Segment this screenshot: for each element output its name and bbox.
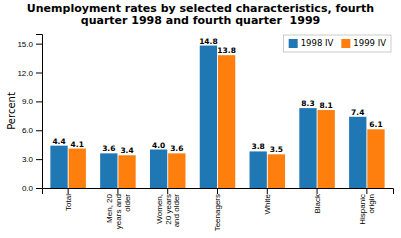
title-line: quarter 1998 and fourth quarter 1999 <box>81 14 320 27</box>
data-label: 3.8 <box>252 142 265 151</box>
legend-swatch <box>341 39 350 48</box>
bar <box>100 153 117 188</box>
x-tick-mark <box>267 188 268 194</box>
bar <box>50 146 67 188</box>
y-tick-mark <box>36 159 42 160</box>
x-tick-mark <box>366 188 367 194</box>
chart: Unemployment rates by selected character… <box>0 0 401 238</box>
x-tick-label: White <box>263 193 272 214</box>
x-axis: Total Men, 20years andolder Women,20 years… <box>43 188 394 231</box>
x-tick-label-line: and older <box>172 194 181 228</box>
x-tick-label-line: origin <box>367 194 376 214</box>
y-tick-mark <box>36 188 42 189</box>
title-line: Unemployment rates by selected character… <box>27 2 374 15</box>
bar <box>318 110 335 188</box>
title: Unemployment rates by selected character… <box>27 2 374 27</box>
bar <box>268 154 285 188</box>
x-tick: Hispanicorigin <box>358 188 376 225</box>
x-tick-label: Teenagers <box>213 194 222 231</box>
legend-label: 1999 IV <box>353 38 386 48</box>
data-label: 6.1 <box>369 120 382 129</box>
x-tick-label-line: White <box>263 193 272 214</box>
x-tick: Teenagers <box>213 188 222 231</box>
bar <box>69 149 86 188</box>
y-tick-label: 3.0 <box>22 155 34 164</box>
data-label: 4.4 <box>52 137 65 146</box>
data-labels: 4.4 3.6 4.0 14.8 3.8 8.3 7.4 4.1 3.4 3.6 13.8 3.5 8.… <box>52 37 382 156</box>
y-tick-mark <box>36 73 42 74</box>
data-label: 14.8 <box>199 37 218 46</box>
bar <box>349 117 366 188</box>
legend-swatch <box>289 39 298 48</box>
x-tick: Total <box>64 188 73 211</box>
data-label: 3.6 <box>102 144 115 153</box>
y-tick: 6.0 <box>22 126 42 135</box>
y-axis-line <box>36 35 43 189</box>
x-tick-label-line: Men, 20 <box>105 193 114 222</box>
x-tick-label-line: older <box>123 194 132 212</box>
x-tick: White <box>263 188 272 214</box>
x-tick-label-line: Black <box>313 193 322 214</box>
data-label: 8.1 <box>320 101 333 110</box>
x-tick-mark <box>167 188 168 194</box>
x-tick-label-line: 20 years <box>164 194 173 225</box>
x-tick-mark <box>117 188 118 194</box>
y-axis: 0.0 3.0 6.0 9.0 12.0 15.0 <box>17 35 42 194</box>
data-label: 8.3 <box>301 99 314 108</box>
data-label: 13.8 <box>217 46 236 55</box>
y-tick-label: 9.0 <box>22 97 34 106</box>
y-tick: 0.0 <box>22 184 42 193</box>
y-tick: 9.0 <box>22 97 42 106</box>
y-tick-label: 12.0 <box>17 69 33 78</box>
x-tick-mark <box>217 188 218 194</box>
data-label: 3.5 <box>270 145 283 154</box>
bar <box>218 55 235 188</box>
x-tick-label: Men, 20years andolder <box>105 193 132 229</box>
y-tick-mark <box>36 101 42 102</box>
y-tick-mark <box>36 44 42 45</box>
legend-label: 1998 IV <box>301 38 334 48</box>
data-label: 4.1 <box>71 140 84 149</box>
x-tick-label: Women,20 yearsand older <box>155 194 182 228</box>
y-tick: 3.0 <box>22 155 42 164</box>
x-tick-mark <box>68 188 69 194</box>
x-tick-label: Black <box>313 193 322 214</box>
bar <box>168 153 185 188</box>
legend: 1998 IV 1999 IV <box>284 35 391 52</box>
bar <box>299 108 316 188</box>
x-tick-label-line: years and <box>114 194 123 229</box>
x-tick-label: Total <box>64 194 73 211</box>
legend-frame <box>284 35 391 52</box>
x-tick-label-line: Total <box>64 194 73 211</box>
data-label: 7.4 <box>351 108 364 117</box>
y-tick-label: 15.0 <box>17 40 33 49</box>
y-tick-label: 6.0 <box>22 126 34 135</box>
plot-area <box>50 46 384 188</box>
y-tick: 15.0 <box>17 40 42 49</box>
x-tick-label: Hispanicorigin <box>358 194 376 225</box>
data-label: 3.6 <box>170 144 183 153</box>
y-axis-title: Percent <box>6 92 17 130</box>
x-axis-line <box>43 189 394 195</box>
y-tick: 12.0 <box>17 69 42 78</box>
y-tick-mark <box>36 130 42 131</box>
bar <box>367 129 384 188</box>
x-tick-mark <box>317 188 318 194</box>
x-tick-label-line: Teenagers <box>213 194 222 231</box>
x-tick: Men, 20years andolder <box>105 188 132 229</box>
bar <box>118 155 135 188</box>
bar-series <box>69 55 385 188</box>
bar <box>250 151 267 188</box>
x-tick-label-line: Hispanic <box>358 194 367 225</box>
x-tick-label-line: Women, <box>155 194 164 224</box>
data-label: 4.0 <box>152 141 165 150</box>
x-tick: Black <box>313 188 322 214</box>
y-tick-label: 0.0 <box>22 184 34 193</box>
data-label: 3.4 <box>120 146 133 155</box>
bar <box>150 150 167 189</box>
x-tick: Women,20 yearsand older <box>155 188 182 227</box>
bar <box>200 46 217 188</box>
bar-series <box>50 46 366 188</box>
